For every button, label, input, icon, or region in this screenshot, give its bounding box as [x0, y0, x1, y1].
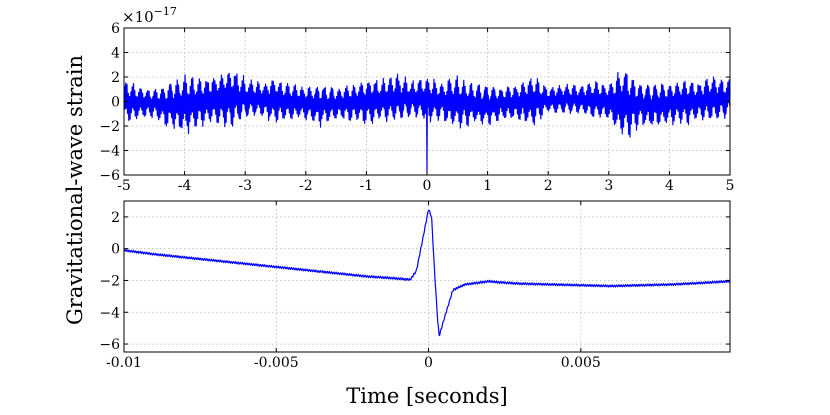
- bottom-grid: [123, 201, 730, 352]
- x-tick-label: 0: [424, 355, 433, 371]
- x-tick-label: 3: [604, 178, 613, 194]
- bottom-strain-series: [124, 209, 730, 337]
- y-tick-label: 4: [111, 46, 120, 62]
- x-tick-label: 5: [726, 178, 735, 194]
- x-tick-label: 2: [544, 178, 553, 194]
- y-tick-label: −4: [99, 144, 120, 160]
- x-tick-label: -0.01: [106, 355, 142, 371]
- y-tick-label: −2: [99, 273, 120, 289]
- x-tick-label: 1: [483, 178, 492, 194]
- top-y-offset: ×10−17: [122, 5, 177, 26]
- y-tick-label: −6: [99, 168, 120, 184]
- x-axis-label: Time [seconds]: [346, 384, 507, 408]
- x-tick-label: -5: [117, 178, 131, 194]
- y-tick-label: 2: [111, 70, 120, 86]
- x-tick-label: -2: [299, 178, 313, 194]
- y-tick-label: 6: [111, 21, 120, 37]
- x-tick-label: -3: [238, 178, 252, 194]
- y-axis-label: Gravitational-wave strain: [63, 55, 87, 325]
- y-tick-label: −4: [99, 305, 120, 321]
- top-ticks: -5 -4 -3 -2 -1 0 1 2 3 4 5 −6 −4 −2 0 2 4 6: [99, 21, 734, 194]
- bottom-axes-frame: [123, 200, 731, 353]
- y-tick-label: 0: [111, 95, 120, 111]
- x-tick-label: -0.005: [254, 355, 299, 371]
- x-tick-label: 0.005: [561, 355, 601, 371]
- bottom-ticks: -0.01 -0.005 0 0.005 −6 −4 −2 0 2: [99, 201, 730, 371]
- y-tick-label: −2: [99, 119, 120, 135]
- y-tick-label: −6: [99, 337, 120, 353]
- bottom-panel: -0.01 -0.005 0 0.005 −6 −4 −2 0 2: [99, 200, 731, 371]
- x-tick-label: -4: [178, 178, 192, 194]
- x-tick-label: -1: [360, 178, 374, 194]
- x-tick-label: 0: [423, 178, 432, 194]
- top-strain-series: [124, 71, 730, 172]
- top-panel: -5 -4 -3 -2 -1 0 1 2 3 4 5 −6 −4 −2 0 2 4 6 ×10−17: [99, 5, 734, 194]
- x-tick-label: 4: [665, 178, 674, 194]
- y-tick-label: 2: [111, 210, 120, 226]
- y-tick-label: 0: [111, 242, 120, 258]
